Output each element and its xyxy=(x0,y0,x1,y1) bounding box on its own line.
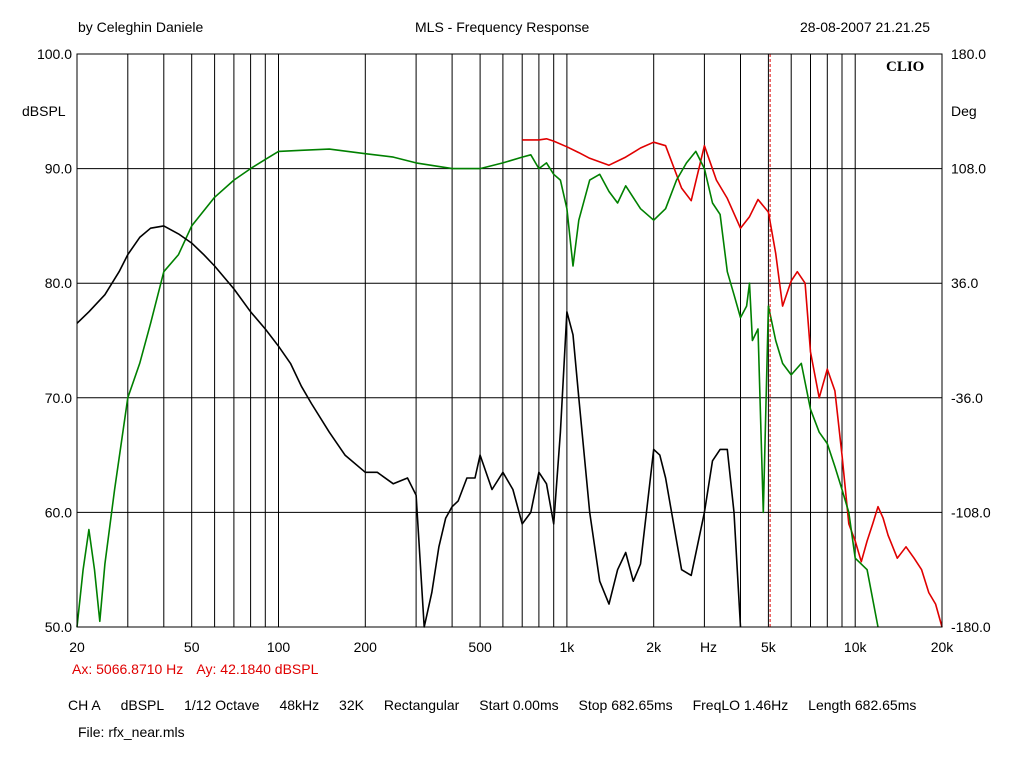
y2-tick-label: -108.0 xyxy=(951,504,991,520)
chart-title: MLS - Frequency Response xyxy=(415,19,590,35)
series-line-1 xyxy=(522,138,943,628)
x-tick-label: 20 xyxy=(69,639,85,655)
start-label: Start 0.00ms xyxy=(479,697,559,713)
grid xyxy=(77,54,942,627)
x-tick-label: 1k xyxy=(560,639,576,655)
x-axis-unit-label: Hz xyxy=(700,639,717,655)
author-label: by Celeghin Daniele xyxy=(78,19,204,35)
axis-labels: 100.0 90.0 80.0 70.0 60.0 50.0 180.0 108.0 36.0 -… xyxy=(22,46,991,655)
series-line-2 xyxy=(76,148,879,628)
traces xyxy=(76,138,943,628)
y-tick-label: 50.0 xyxy=(45,619,72,635)
y-tick-label: 90.0 xyxy=(45,161,72,177)
series-line-3 xyxy=(76,225,742,628)
cursor-readout: Ax: 5066.8710 Hz Ay: 42.1840 dBSPL xyxy=(72,661,328,677)
y-tick-label: 70.0 xyxy=(45,390,72,406)
length-label: Length 682.65ms xyxy=(808,697,917,713)
clio-logo: CLIO xyxy=(886,59,924,75)
frequency-response-chart[interactable]: 100.0 90.0 80.0 70.0 60.0 50.0 180.0 108.0 36.0 -… xyxy=(0,0,1024,660)
unit-label: dBSPL xyxy=(120,697,165,713)
y-axis-label: dBSPL xyxy=(22,103,66,119)
y2-tick-label: 36.0 xyxy=(951,275,978,291)
y-tick-label: 80.0 xyxy=(45,275,72,291)
y2-tick-label: 180.0 xyxy=(951,46,986,62)
sample-rate-label: 48kHz xyxy=(279,697,320,713)
y2-tick-label: -36.0 xyxy=(951,390,983,406)
x-tick-label: 200 xyxy=(354,639,378,655)
y2-tick-label: -180.0 xyxy=(951,619,991,635)
measurement-settings: CH A dBSPL 1/12 Octave 48kHz 32K Rectang… xyxy=(68,697,932,713)
size-label: 32K xyxy=(339,697,364,713)
cursor-y-readout: Ay: 42.1840 dBSPL xyxy=(196,661,319,677)
freqlo-label: FreqLO 1.46Hz xyxy=(692,697,789,713)
smoothing-label: 1/12 Octave xyxy=(184,697,260,713)
x-tick-label: 2k xyxy=(646,639,662,655)
measurement-datetime: 28-08-2007 21.21.25 xyxy=(800,19,930,35)
file-label: File: rfx_near.mls xyxy=(78,724,185,740)
x-tick-label: 100 xyxy=(267,639,291,655)
cursor-x-readout: Ax: 5066.8710 Hz xyxy=(72,661,184,677)
plot-frame xyxy=(76,53,943,628)
y-tick-label: 60.0 xyxy=(45,504,72,520)
y-tick-label: 100.0 xyxy=(37,46,72,62)
channel-label: CH A xyxy=(68,697,101,713)
x-tick-label: 50 xyxy=(184,639,200,655)
y2-axis-label: Deg xyxy=(951,103,977,119)
x-tick-label: 5k xyxy=(761,639,777,655)
window-label: Rectangular xyxy=(383,697,460,713)
x-tick-label: 500 xyxy=(468,639,492,655)
y2-tick-label: 108.0 xyxy=(951,161,986,177)
stop-label: Stop 682.65ms xyxy=(578,697,673,713)
x-tick-label: 20k xyxy=(931,639,955,655)
x-tick-label: 10k xyxy=(844,639,868,655)
